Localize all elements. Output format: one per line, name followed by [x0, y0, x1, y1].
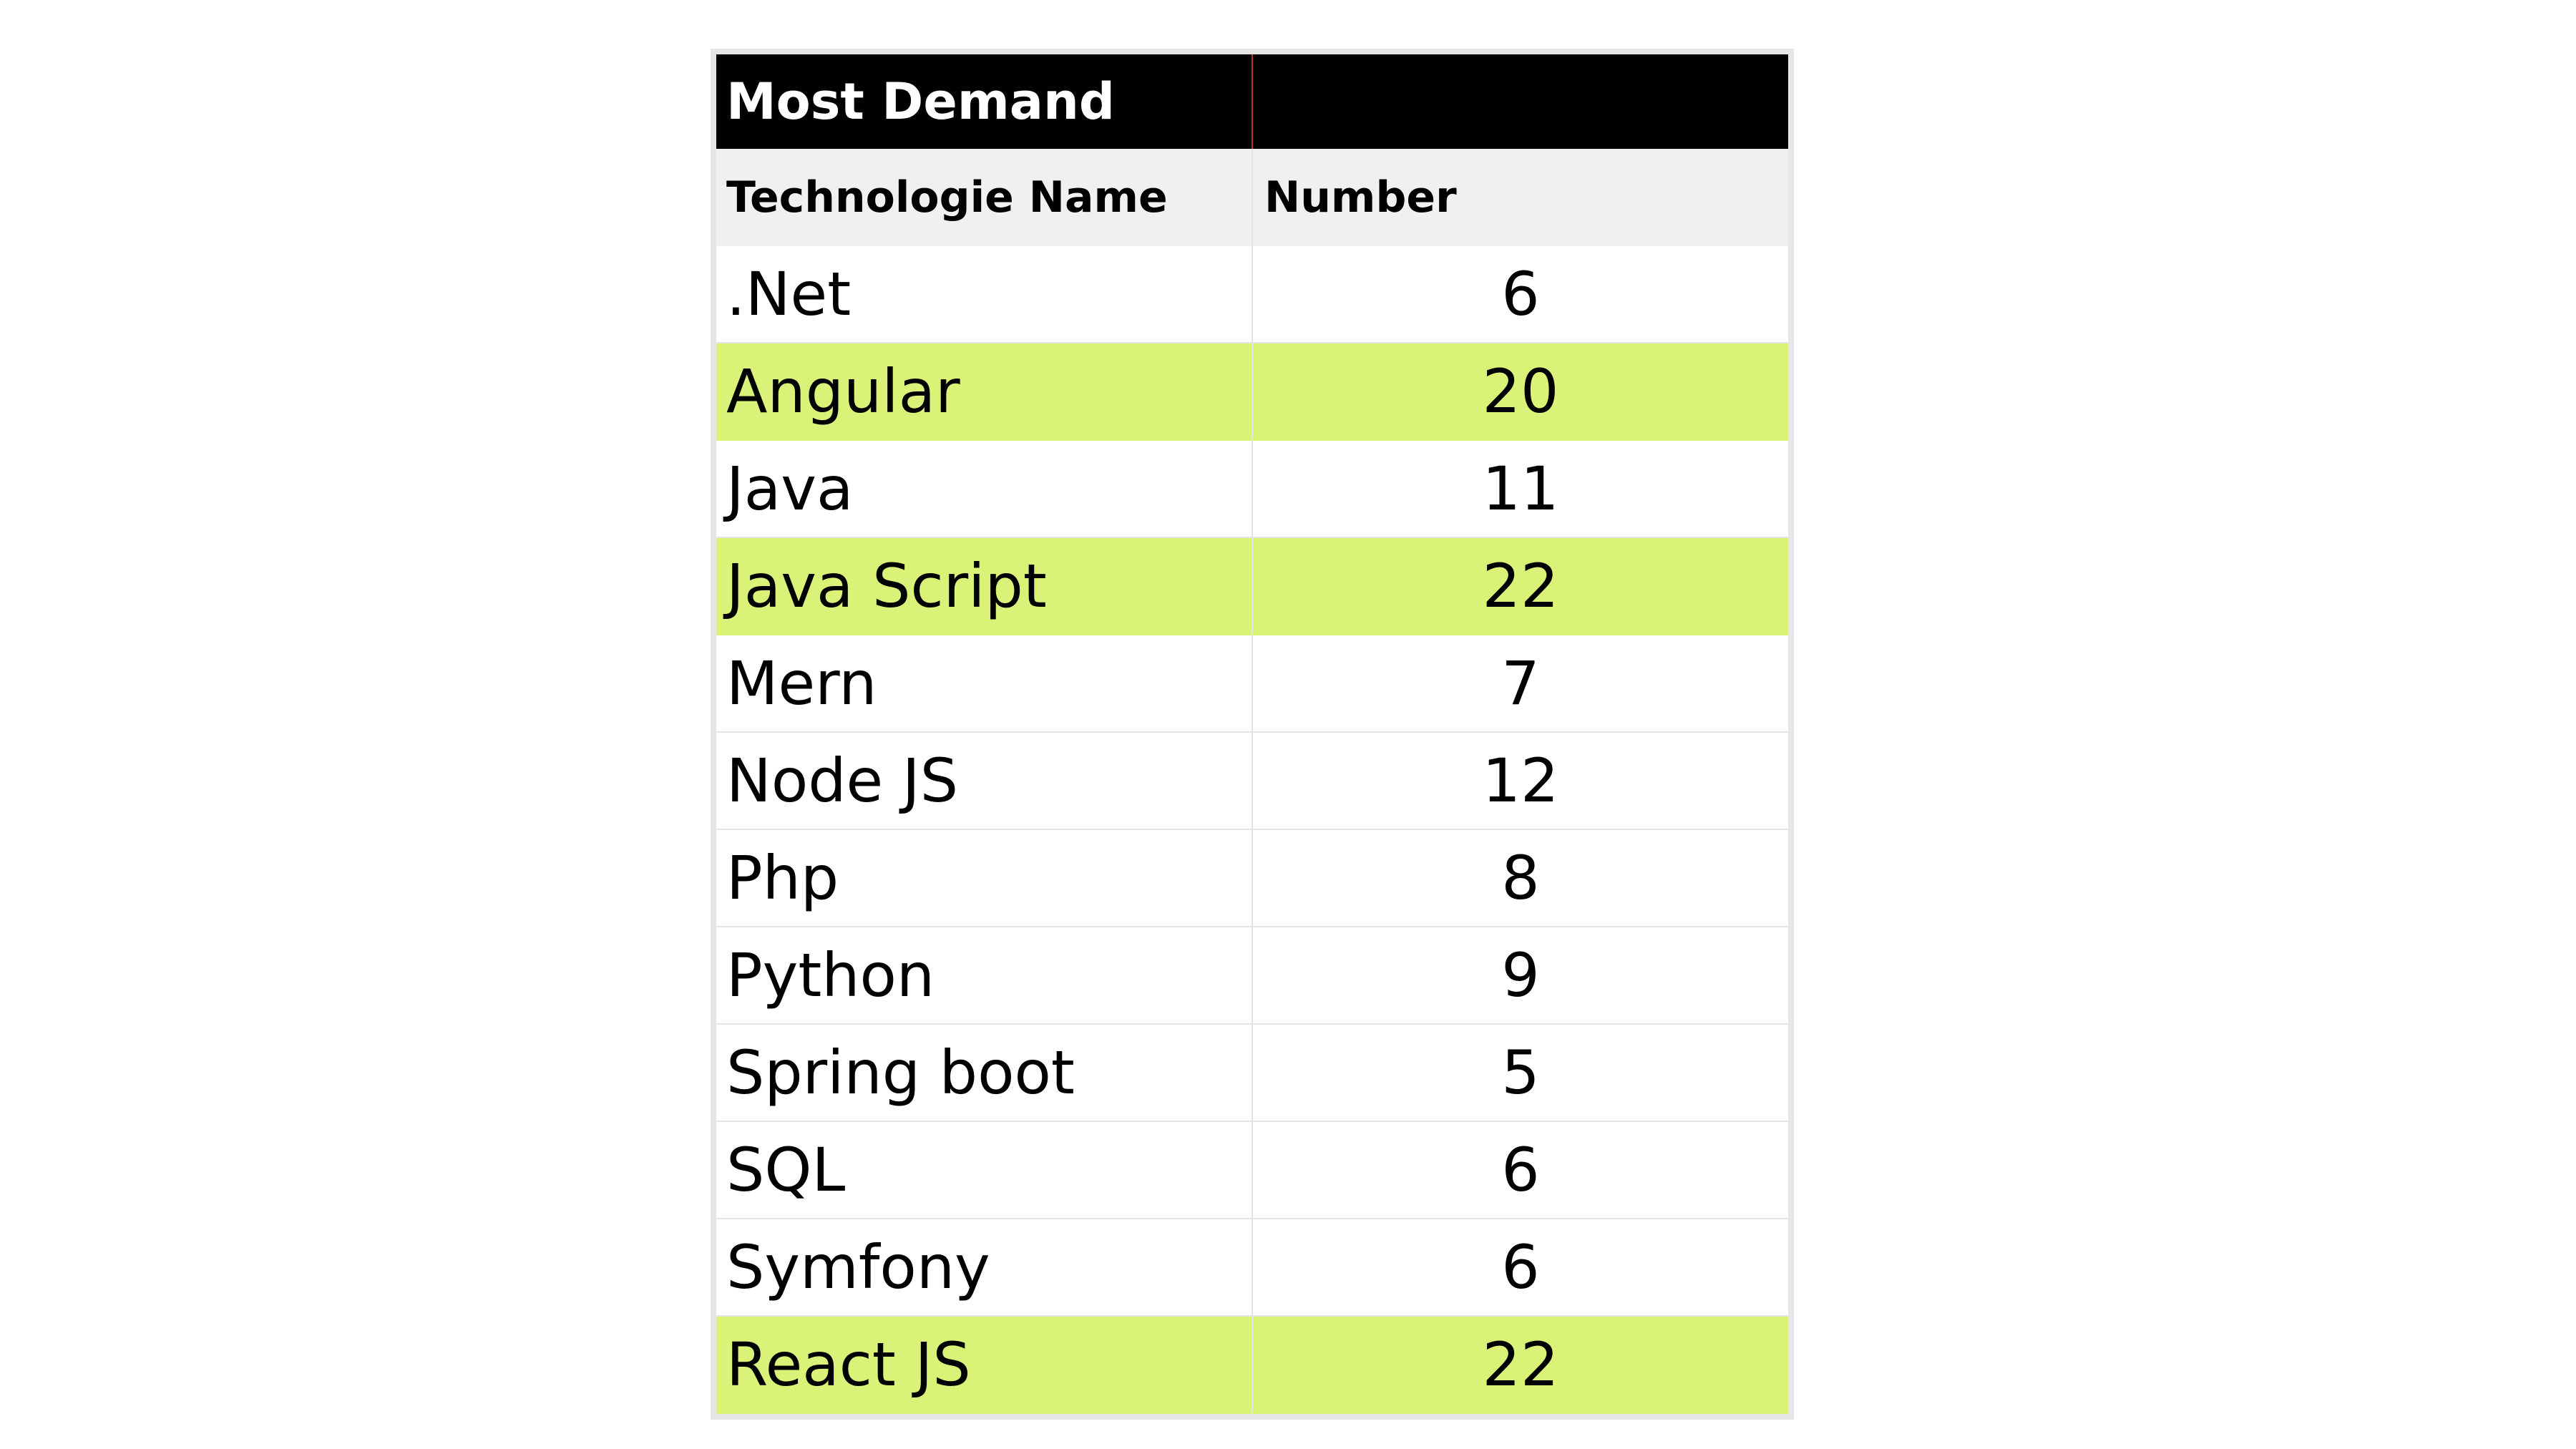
technology-name: React JS: [726, 1330, 971, 1400]
technology-number: 22: [1482, 551, 1559, 621]
row-number-cell: 9: [1253, 927, 1788, 1023]
table-header-row: Technologie Name Number: [716, 149, 1788, 246]
table-row: Python 9: [716, 927, 1788, 1025]
table-row: SQL 6: [716, 1122, 1788, 1219]
row-number-cell: 8: [1253, 830, 1788, 926]
column-header-number: Number: [1264, 172, 1457, 223]
row-number-cell: 5: [1253, 1025, 1788, 1121]
row-number-cell: 6: [1253, 1122, 1788, 1218]
header-cell-number: Number: [1253, 149, 1788, 246]
technology-name: Java Script: [726, 551, 1047, 621]
row-number-cell: 7: [1253, 635, 1788, 731]
table-title: Most Demand: [726, 72, 1115, 131]
row-number-cell: 22: [1253, 1317, 1788, 1413]
technology-number: 9: [1501, 940, 1540, 1010]
demand-table: Most Demand Technologie Name Number .Net…: [711, 49, 1794, 1420]
row-name-cell: Php: [716, 830, 1253, 926]
table-body: Most Demand Technologie Name Number .Net…: [716, 54, 1788, 1414]
technology-number: 6: [1501, 1232, 1540, 1302]
technology-number: 11: [1482, 454, 1559, 524]
technology-name: .Net: [726, 259, 852, 329]
table-row: Php 8: [716, 830, 1788, 927]
row-name-cell: Angular: [716, 343, 1253, 439]
row-name-cell: .Net: [716, 246, 1253, 342]
column-header-name: Technologie Name: [726, 172, 1168, 223]
header-cell-name: Technologie Name: [716, 149, 1253, 246]
row-name-cell: Symfony: [716, 1219, 1253, 1315]
title-cell: Most Demand: [716, 54, 1253, 149]
technology-number: 22: [1482, 1330, 1559, 1400]
technology-name: Node JS: [726, 746, 959, 816]
technology-number: 8: [1501, 843, 1540, 913]
row-number-cell: 22: [1253, 538, 1788, 634]
table-row: Java 11: [716, 441, 1788, 538]
row-name-cell: Java Script: [716, 538, 1253, 634]
technology-name: Java: [726, 454, 854, 524]
row-number-cell: 12: [1253, 733, 1788, 829]
row-number-cell: 6: [1253, 1219, 1788, 1315]
row-name-cell: React JS: [716, 1317, 1253, 1413]
technology-number: 5: [1501, 1038, 1540, 1108]
technology-number: 12: [1482, 746, 1559, 816]
row-name-cell: Spring boot: [716, 1025, 1253, 1121]
technology-name: Angular: [726, 356, 960, 426]
table-row: Symfony 6: [716, 1219, 1788, 1317]
row-name-cell: Node JS: [716, 733, 1253, 829]
row-number-cell: 11: [1253, 441, 1788, 537]
row-name-cell: SQL: [716, 1122, 1253, 1218]
technology-name: Mern: [726, 648, 877, 718]
title-empty-cell: [1253, 54, 1788, 149]
row-number-cell: 6: [1253, 246, 1788, 342]
table-row: Node JS 12: [716, 733, 1788, 830]
table-title-row: Most Demand: [716, 54, 1788, 149]
technology-number: 7: [1501, 648, 1540, 718]
table-row: .Net 6: [716, 246, 1788, 343]
table-row: Spring boot 5: [716, 1025, 1788, 1122]
technology-name: SQL: [726, 1135, 846, 1205]
technology-name: Symfony: [726, 1232, 990, 1302]
row-name-cell: Python: [716, 927, 1253, 1023]
technology-number: 6: [1501, 1135, 1540, 1205]
technology-number: 20: [1482, 356, 1559, 426]
table-row: React JS 22: [716, 1317, 1788, 1414]
technology-name: Spring boot: [726, 1038, 1075, 1108]
row-name-cell: Mern: [716, 635, 1253, 731]
row-number-cell: 20: [1253, 343, 1788, 439]
table-row: Angular 20: [716, 343, 1788, 441]
table-row: Mern 7: [716, 635, 1788, 733]
technology-number: 6: [1501, 259, 1540, 329]
technology-name: Php: [726, 843, 839, 913]
table-row: Java Script 22: [716, 538, 1788, 635]
technology-name: Python: [726, 940, 935, 1010]
row-name-cell: Java: [716, 441, 1253, 537]
